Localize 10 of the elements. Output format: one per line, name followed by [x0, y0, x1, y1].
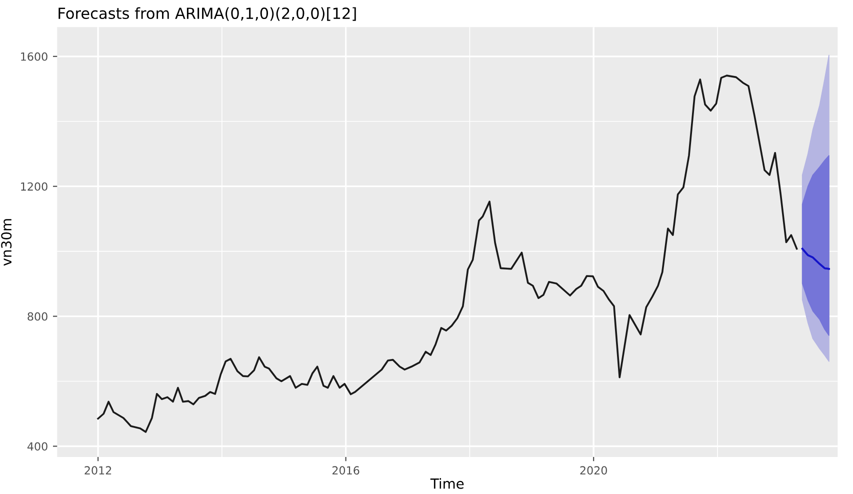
x-tick-label: 2020: [580, 466, 607, 475]
y-tick-label: 400: [27, 442, 48, 451]
x-tick-label: 2016: [332, 466, 360, 475]
y-tick-label: 800: [28, 312, 48, 321]
x-axis-title: Time: [430, 478, 464, 489]
y-tick-label: 1600: [21, 52, 48, 61]
x-tick-label: 2012: [84, 466, 112, 475]
chart-title: Forecasts from ARIMA(0,1,0)(2,0,0)[12]: [58, 7, 356, 21]
y-axis-title: vn30m: [1, 219, 12, 266]
y-tick-label: 1200: [21, 182, 48, 191]
